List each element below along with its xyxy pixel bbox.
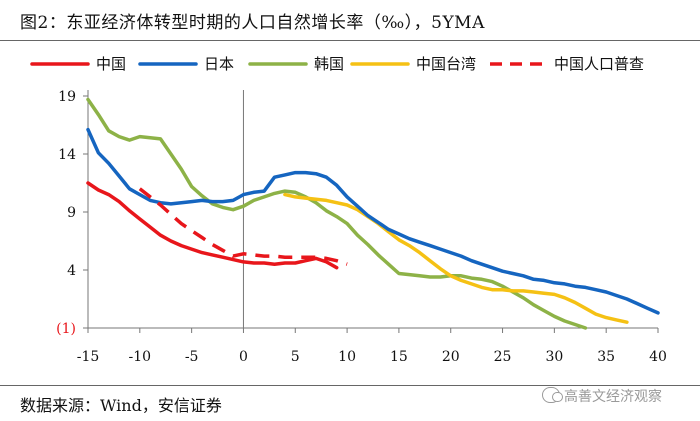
x-tick-label: 0 xyxy=(239,349,248,365)
x-tick-label: -5 xyxy=(185,349,199,365)
source-divider xyxy=(0,385,700,386)
line-chart: 中国 日本 韩国 中国台湾 中国人口普查 19 14 9 4 (1)-15 -10 -5 0 5 10 15… xyxy=(30,55,667,365)
x-tick-label: 40 xyxy=(649,349,667,365)
x-tick-label: 20 xyxy=(442,349,460,365)
y-tick-label: (1) xyxy=(56,321,76,337)
series-line-5 xyxy=(138,187,348,266)
wechat-icon xyxy=(542,387,563,403)
x-tick-label: 25 xyxy=(494,349,512,365)
y-tick-label: 9 xyxy=(67,205,76,221)
legend-label-2: 日本 xyxy=(204,55,234,73)
series-line-2 xyxy=(86,127,660,315)
y-tick-label: 14 xyxy=(58,147,76,163)
title-divider xyxy=(0,40,700,41)
x-tick-label: -10 xyxy=(129,349,152,365)
legend-label-1: 中国 xyxy=(96,55,126,73)
chart-legend: 中国 日本 韩国 中国台湾 中国人口普查 xyxy=(30,55,644,73)
x-tick-label: 15 xyxy=(390,349,408,365)
watermark: 高善文经济观察 xyxy=(542,386,662,406)
x-tick-label: 10 xyxy=(338,349,356,365)
x-tick-label: -15 xyxy=(77,349,100,365)
watermark-text: 高善文经济观察 xyxy=(564,389,662,405)
chart-series xyxy=(86,97,660,330)
series-line-1 xyxy=(86,181,339,270)
chart-axes: 19 14 9 4 (1)-15 -10 -5 0 5 10 15 20 25 30 35 40 xyxy=(56,89,667,365)
legend-label-5: 中国人口普查 xyxy=(554,55,644,73)
y-tick-label: 4 xyxy=(67,263,76,279)
series-line-4 xyxy=(283,192,629,324)
legend-label-4: 中国台湾 xyxy=(416,55,476,73)
chart-title: 图2：东亚经济体转型时期的人口自然增长率（‰），5YMA xyxy=(20,13,485,33)
x-tick-label: 30 xyxy=(545,349,563,365)
x-tick-label: 5 xyxy=(291,349,300,365)
data-source: 数据来源：Wind，安信证券 xyxy=(20,396,222,415)
series-line-3 xyxy=(86,97,588,330)
legend-label-3: 韩国 xyxy=(314,55,344,73)
x-tick-label: 35 xyxy=(597,349,615,365)
y-tick-label: 19 xyxy=(58,89,76,105)
